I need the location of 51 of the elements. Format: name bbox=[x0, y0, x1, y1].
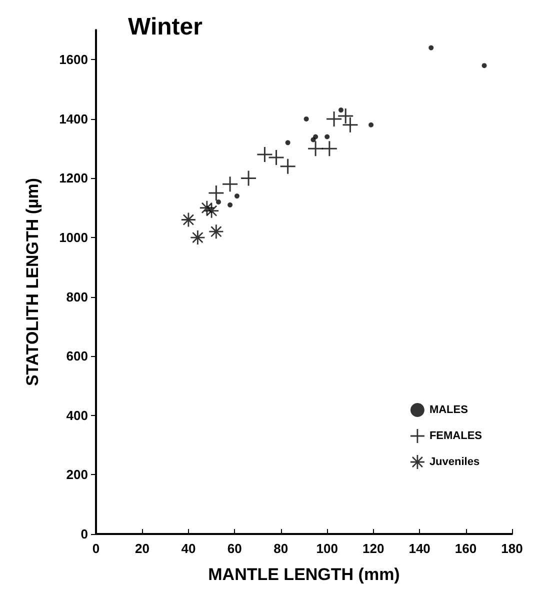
point bbox=[304, 116, 309, 122]
legend-label: FEMALES bbox=[429, 430, 482, 442]
y-tick-label: 200 bbox=[66, 467, 88, 482]
point bbox=[268, 150, 284, 165]
x-tick-label: 80 bbox=[274, 541, 288, 556]
point bbox=[338, 108, 344, 113]
x-tick-label: 180 bbox=[501, 541, 523, 556]
point bbox=[324, 134, 330, 140]
legend-label: Juveniles bbox=[429, 456, 480, 468]
point bbox=[482, 63, 487, 68]
point bbox=[241, 170, 256, 186]
y-tick-label: 1200 bbox=[59, 170, 88, 186]
chart-title: Winter bbox=[128, 14, 202, 40]
x-tick-label: 20 bbox=[134, 541, 150, 556]
x-tick-label: 160 bbox=[454, 541, 477, 556]
point bbox=[216, 199, 221, 204]
point bbox=[322, 141, 337, 156]
y-axis-title: STATOLITH LENGTH (µm) bbox=[23, 178, 42, 386]
y-tick-label: 600 bbox=[66, 348, 88, 364]
point bbox=[310, 137, 316, 142]
point bbox=[181, 212, 196, 227]
point bbox=[222, 176, 238, 192]
point bbox=[308, 141, 324, 156]
y-tick-label: 1400 bbox=[59, 111, 88, 126]
point bbox=[209, 224, 224, 239]
x-tick-label: 100 bbox=[316, 541, 338, 556]
point bbox=[280, 158, 296, 174]
point bbox=[234, 194, 240, 199]
point bbox=[190, 230, 205, 245]
point bbox=[368, 122, 374, 128]
x-tick-label: 60 bbox=[227, 541, 242, 556]
point bbox=[208, 186, 224, 201]
point bbox=[338, 108, 354, 124]
y-tick-label: 1600 bbox=[59, 52, 88, 68]
y-tick-label: 1000 bbox=[59, 230, 88, 246]
x-tick-label: 120 bbox=[362, 541, 384, 556]
point bbox=[257, 147, 272, 162]
legend-label: MALES bbox=[429, 404, 468, 416]
point bbox=[326, 111, 342, 126]
y-tick-label: 400 bbox=[66, 408, 88, 423]
point bbox=[285, 140, 290, 146]
point bbox=[204, 204, 219, 218]
x-tick-label: 0 bbox=[92, 541, 100, 556]
point bbox=[228, 202, 233, 208]
x-tick-label: 40 bbox=[181, 541, 196, 556]
point bbox=[428, 45, 434, 50]
y-tick-label: 800 bbox=[66, 289, 88, 304]
point bbox=[342, 117, 358, 132]
x-tick-label: 140 bbox=[408, 541, 430, 556]
x-axis-title: MANTLE LENGTH (mm) bbox=[208, 565, 400, 584]
y-tick-label: 0 bbox=[80, 526, 88, 542]
